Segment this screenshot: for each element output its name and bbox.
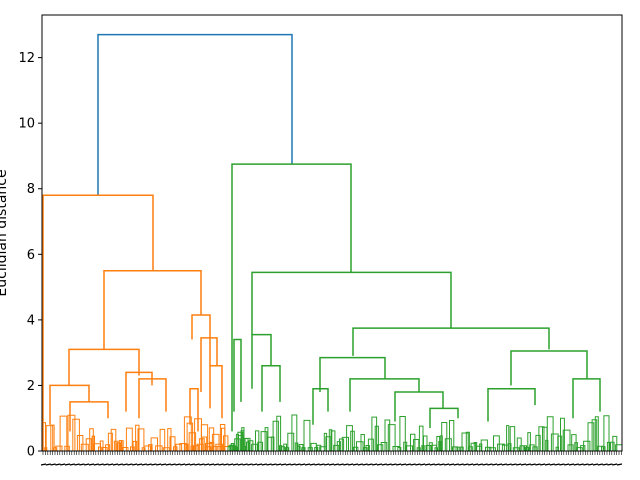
c2-link-d [352, 327, 550, 356]
c2-link-j [312, 387, 329, 425]
x-leaf-tick-marks [42, 451, 622, 455]
c1-link-e [138, 378, 167, 419]
y-axis-title: Euclidian distance [0, 169, 10, 296]
c1-link-h [189, 387, 199, 432]
y-tick-label: 2 [27, 379, 35, 394]
c2-link-a [251, 333, 272, 389]
dendrogram-links [42, 33, 601, 451]
plot-frame [41, 14, 623, 452]
leaf-branches [42, 414, 623, 451]
cluster-2-sub-link [251, 271, 452, 335]
c1-link-a [68, 348, 140, 386]
cluster-1-top-link [42, 194, 154, 451]
y-axis-ticks: 0 2 4 6 8 10 12 [18, 51, 42, 460]
c2-link-h [487, 387, 536, 422]
c1-link-i [209, 365, 223, 419]
y-tick-label: 12 [18, 51, 35, 66]
root-link [97, 33, 293, 196]
c2-link-b [261, 365, 281, 412]
c2-link-e [319, 356, 386, 392]
y-tick-label: 4 [27, 313, 35, 328]
x-leaf-tick-labels [40, 463, 623, 466]
x-axis-ticks [40, 451, 623, 466]
c2-link-l [429, 407, 459, 429]
y-tick-label: 6 [27, 248, 35, 263]
c2-link-f [349, 378, 420, 412]
cluster-2-top-link [231, 163, 352, 432]
c2-link-k [394, 391, 444, 422]
c1-link-f [191, 314, 211, 366]
c1-link-c [69, 401, 109, 432]
c2-link-g [510, 350, 588, 386]
y-tick-label: 8 [27, 182, 35, 197]
cluster-1-sub-link [103, 269, 202, 350]
y-tick-label: 10 [18, 117, 35, 132]
c1-link-g [200, 337, 218, 392]
cluster-2-leaf-branches [227, 414, 623, 451]
c1-link-b [49, 384, 90, 425]
c2-link-i [572, 378, 601, 419]
y-tick-label: 0 [27, 445, 35, 460]
c2-link-c [233, 338, 242, 412]
